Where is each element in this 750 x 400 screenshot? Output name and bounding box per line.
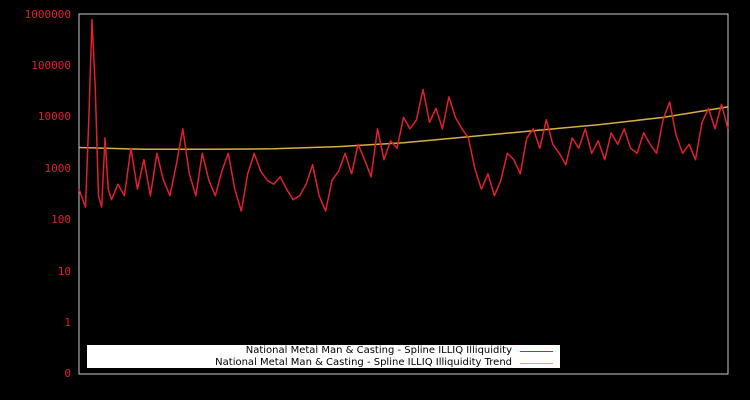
legend-swatch-red (520, 350, 553, 352)
y-tick-label: 100 (51, 213, 71, 226)
legend-label: National Metal Man & Casting - Spline IL… (245, 345, 512, 356)
y-tick-label: 0 (64, 367, 71, 380)
y-tick-label: 1 (64, 316, 71, 329)
plot-frame (78, 13, 729, 375)
chart-legend: National Metal Man & Casting - Spline IL… (87, 345, 560, 368)
illiquidity-line (78, 18, 729, 212)
legend-item-trend: National Metal Man & Casting - Spline IL… (215, 357, 560, 369)
y-tick-label: 1000 (44, 162, 72, 175)
legend-label: National Metal Man & Casting - Spline IL… (215, 357, 512, 368)
y-tick-label: 10000 (37, 110, 71, 123)
legend-item-illiquidity: National Metal Man & Casting - Spline IL… (246, 345, 560, 357)
legend-swatch-gold (520, 362, 553, 364)
y-tick-label: 10 (57, 265, 71, 278)
trend-line (78, 106, 729, 151)
y-tick-label: 1000000 (24, 8, 71, 21)
y-tick-label: 100000 (31, 59, 71, 72)
